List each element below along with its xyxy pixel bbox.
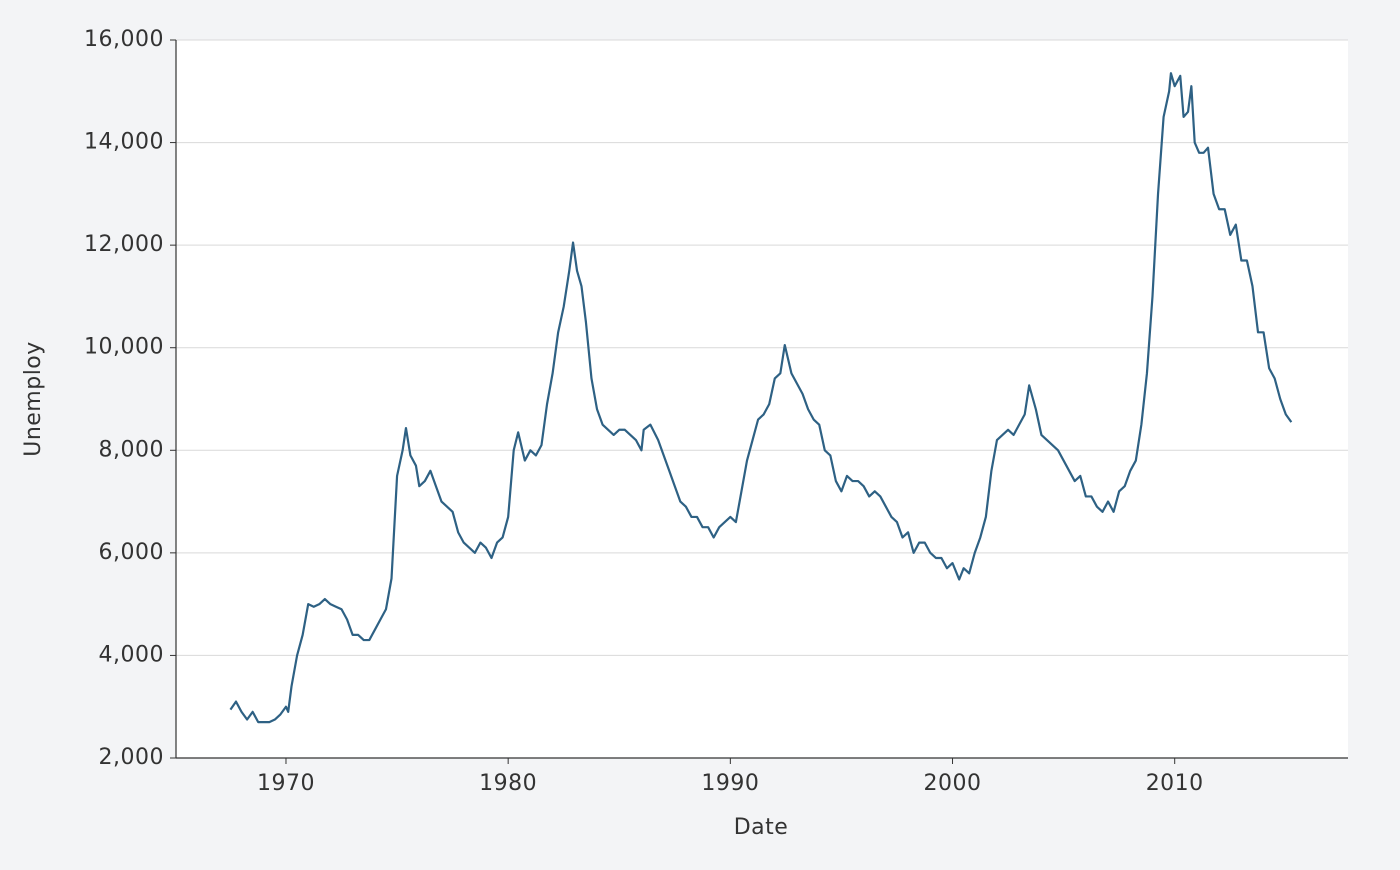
plot-area xyxy=(176,40,1348,758)
y-tick-label: 16,000 xyxy=(84,27,164,52)
y-tick-label: 12,000 xyxy=(84,232,164,257)
x-axis-label: Date xyxy=(734,815,789,840)
x-tick-label: 1990 xyxy=(701,771,759,796)
y-tick-label: 4,000 xyxy=(99,642,164,667)
y-tick-label: 14,000 xyxy=(84,130,164,155)
y-tick-label: 10,000 xyxy=(84,335,164,360)
y-tick-label: 2,000 xyxy=(99,745,164,770)
data-line xyxy=(229,72,1293,724)
x-tick-label: 1970 xyxy=(257,771,315,796)
x-tick-label: 2000 xyxy=(924,771,982,796)
y-axis-label: Unemploy xyxy=(21,341,46,457)
x-tick-label: 1980 xyxy=(479,771,537,796)
x-tick-label: 2010 xyxy=(1146,771,1204,796)
y-tick-label: 6,000 xyxy=(99,540,164,565)
y-tick-label: 8,000 xyxy=(99,437,164,462)
